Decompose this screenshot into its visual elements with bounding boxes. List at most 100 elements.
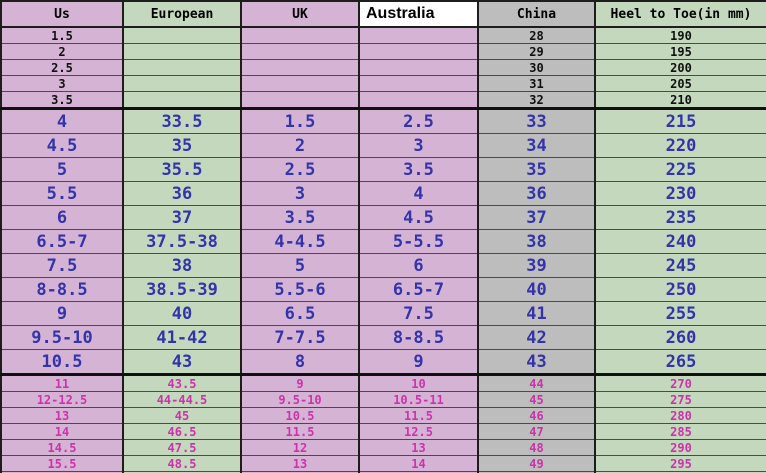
cell-china: 35 (477, 157, 596, 182)
cell-european: 38.5-39 (122, 277, 242, 302)
table-row: 7.5 38 5 6 39 245 (0, 253, 766, 278)
cell-china: 41 (477, 301, 596, 326)
cell-heel_to_toe: 265 (594, 349, 766, 376)
cell-australia: 2.5 (358, 108, 479, 134)
cell-uk: 13 (240, 455, 360, 472)
cell-us: 1.5 (0, 26, 124, 44)
cell-european (122, 59, 242, 76)
column-header-heel-to-toe: Heel to Toe(in mm) (594, 0, 766, 28)
cell-china: 34 (477, 133, 596, 158)
cell-china: 37 (477, 205, 596, 230)
cell-australia: 6.5-7 (358, 277, 479, 302)
cell-uk: 1.5 (240, 108, 360, 134)
cell-uk: 10.5 (240, 407, 360, 424)
table-row: 11 43.5 9 10 44 270 (0, 374, 766, 392)
column-header-australia: Australia (358, 0, 479, 28)
cell-european: 46.5 (122, 423, 242, 440)
cell-heel_to_toe: 275 (594, 391, 766, 408)
cell-australia: 13 (358, 439, 479, 456)
cell-heel_to_toe: 270 (594, 374, 766, 392)
cell-uk: 9.5-10 (240, 391, 360, 408)
cell-australia: 5-5.5 (358, 229, 479, 254)
cell-uk: 2.5 (240, 157, 360, 182)
cell-uk: 5.5-6 (240, 277, 360, 302)
cell-european (122, 26, 242, 44)
cell-us: 5.5 (0, 181, 124, 206)
cell-heel_to_toe: 190 (594, 26, 766, 44)
cell-uk: 6.5 (240, 301, 360, 326)
cell-heel_to_toe: 215 (594, 108, 766, 134)
table-row: 14.5 47.5 12 13 48 290 (0, 439, 766, 456)
cell-european: 45 (122, 407, 242, 424)
table-row: 14 46.5 11.5 12.5 47 285 (0, 423, 766, 440)
cell-china: 32 (477, 91, 596, 110)
cell-us: 3.5 (0, 91, 124, 110)
cell-australia (358, 59, 479, 76)
cell-us: 6 (0, 205, 124, 230)
cell-heel_to_toe: 260 (594, 325, 766, 350)
cell-heel_to_toe: 220 (594, 133, 766, 158)
cell-heel_to_toe: 225 (594, 157, 766, 182)
table-row: 164913.514.550300 (0, 471, 766, 473)
cell-heel_to_toe: 295 (594, 455, 766, 472)
cell-china: 45 (477, 391, 596, 408)
cell-uk: 2 (240, 133, 360, 158)
cell-us: 13 (0, 407, 124, 424)
table-row: 10.5 43 8 9 43 265 (0, 349, 766, 376)
cell-heel_to_toe: 245 (594, 253, 766, 278)
cell-heel_to_toe: 200 (594, 59, 766, 76)
table-row: 13 45 10.5 11.5 46 280 (0, 407, 766, 424)
table-row: 4.5 35 2 3 34 220 (0, 133, 766, 158)
cell-china: 28 (477, 26, 596, 44)
cell-heel_to_toe: 285 (594, 423, 766, 440)
table-row: 12-12.5 44-44.5 9.5-10 10.5-11 45 275 (0, 391, 766, 408)
cell-australia: 6 (358, 253, 479, 278)
cell-european: 37 (122, 205, 242, 230)
cell-australia: 12.5 (358, 423, 479, 440)
cell-australia: 10 (358, 374, 479, 392)
column-header-european: European (122, 0, 242, 28)
table-row: 8-8.5 38.5-39 5.5-6 6.5-7 40 250 (0, 277, 766, 302)
cell-uk (240, 75, 360, 92)
cell-heel_to_toe: 255 (594, 301, 766, 326)
cell-china: 46 (477, 407, 596, 424)
table-row: 3.5 32 210 (0, 91, 766, 110)
cell-australia: 4.5 (358, 205, 479, 230)
cell-china: 48 (477, 439, 596, 456)
cell-china: 29 (477, 43, 596, 60)
cell-china: 36 (477, 181, 596, 206)
cell-us: 7.5 (0, 253, 124, 278)
column-header-china: China (477, 0, 596, 28)
cell-china: 30 (477, 59, 596, 76)
column-header-uk: UK (240, 0, 360, 28)
cell-australia (358, 91, 479, 110)
cell-uk: 4-4.5 (240, 229, 360, 254)
cell-china: 43 (477, 349, 596, 376)
cell-heel_to_toe: 230 (594, 181, 766, 206)
cell-us: 14 (0, 423, 124, 440)
cell-heel_to_toe: 235 (594, 205, 766, 230)
cell-australia: 3.5 (358, 157, 479, 182)
cell-us: 8-8.5 (0, 277, 124, 302)
cell-uk (240, 26, 360, 44)
cell-us: 9 (0, 301, 124, 326)
cell-heel_to_toe: 250 (594, 277, 766, 302)
cell-heel_to_toe: 290 (594, 439, 766, 456)
cell-china: 39 (477, 253, 596, 278)
cell-european: 35 (122, 133, 242, 158)
column-header-us: Us (0, 0, 124, 28)
cell-china: 31 (477, 75, 596, 92)
cell-uk: 8 (240, 349, 360, 376)
cell-uk: 11.5 (240, 423, 360, 440)
cell-heel_to_toe: 280 (594, 407, 766, 424)
cell-us: 9.5-10 (0, 325, 124, 350)
cell-us: 4.5 (0, 133, 124, 158)
cell-european: 43 (122, 349, 242, 376)
cell-australia: 8-8.5 (358, 325, 479, 350)
cell-european: 38 (122, 253, 242, 278)
cell-uk: 5 (240, 253, 360, 278)
cell-heel_to_toe: 195 (594, 43, 766, 60)
cell-australia: 11.5 (358, 407, 479, 424)
cell-european (122, 43, 242, 60)
